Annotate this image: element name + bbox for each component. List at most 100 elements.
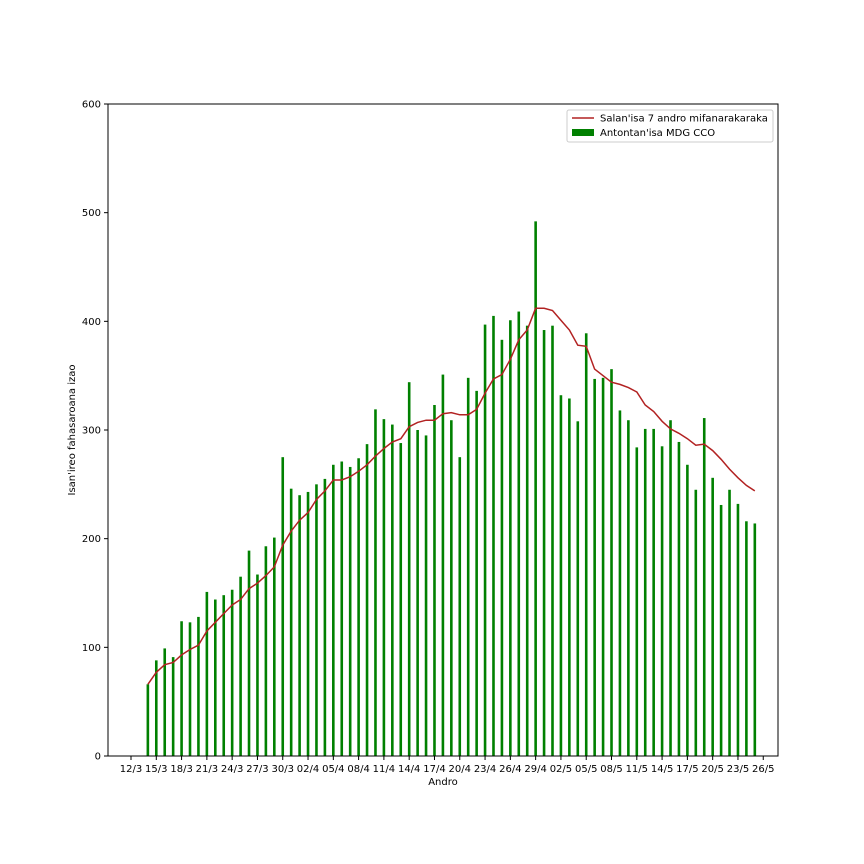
- x-tick-label: 12/3: [120, 764, 142, 775]
- bar: [753, 523, 757, 756]
- bar: [509, 320, 512, 756]
- bar: [694, 489, 698, 756]
- x-tick-label: 14/4: [398, 764, 420, 775]
- y-tick-label: 300: [82, 426, 101, 437]
- bar: [399, 443, 403, 756]
- bar: [652, 428, 655, 756]
- bar: [711, 477, 714, 756]
- bar: [197, 616, 200, 756]
- x-tick-label: 17/5: [676, 764, 698, 775]
- bar: [298, 495, 301, 756]
- y-axis: 0 100 200 300 400 500 600: [82, 100, 108, 763]
- bar: [458, 457, 462, 756]
- bar: [357, 458, 360, 756]
- bar: [517, 311, 521, 756]
- y-tick-label: 400: [82, 317, 101, 328]
- y-tick-label: 500: [82, 208, 101, 219]
- x-tick-label: 08/5: [600, 764, 622, 775]
- bar: [315, 484, 318, 756]
- bar: [222, 595, 226, 756]
- bar: [247, 550, 251, 756]
- x-tick-label: 24/3: [221, 764, 243, 775]
- y-axis-label: Isan'ireo fahasaroana izao: [67, 364, 78, 495]
- bar: [154, 660, 158, 756]
- bar: [551, 325, 554, 756]
- bar: [500, 339, 504, 756]
- x-tick-label: 26/4: [499, 764, 521, 775]
- bar: [643, 428, 647, 756]
- bar: [677, 441, 681, 756]
- bar: [180, 621, 183, 756]
- bar: [441, 374, 445, 756]
- bar: [534, 221, 537, 757]
- x-axis-label: Andro: [428, 777, 458, 788]
- x-tick-label: 11/4: [373, 764, 395, 775]
- bar: [340, 461, 344, 756]
- bar: [466, 377, 470, 756]
- x-tick-label: 18/3: [170, 764, 192, 775]
- y-tick-label: 100: [82, 643, 101, 654]
- bar: [660, 446, 664, 756]
- bar: [374, 409, 377, 756]
- legend-bar-swatch: [572, 129, 594, 136]
- bar: [230, 589, 234, 756]
- bar: [627, 420, 630, 756]
- bar: [736, 503, 740, 756]
- bar: [416, 430, 419, 756]
- x-tick-label: 02/5: [550, 764, 572, 775]
- bar: [568, 398, 571, 756]
- y-tick-label: 0: [95, 752, 101, 763]
- y-tick-label: 200: [82, 534, 101, 545]
- x-tick-label: 02/4: [297, 764, 319, 775]
- x-tick-label: 17/4: [423, 764, 445, 775]
- bar: [669, 420, 672, 756]
- bar: [610, 369, 613, 756]
- bar: [686, 464, 689, 756]
- y-tick-label: 600: [82, 100, 101, 111]
- bar: [593, 378, 596, 756]
- x-tick-label: 14/5: [651, 764, 673, 775]
- x-tick-label: 29/4: [524, 764, 546, 775]
- bar: [702, 418, 706, 756]
- bar: [171, 657, 175, 756]
- bar: [365, 444, 369, 756]
- bar: [719, 504, 723, 756]
- bar: [239, 576, 242, 756]
- bar: [188, 622, 192, 756]
- bar: [348, 466, 352, 756]
- bar: [289, 488, 293, 756]
- bar: [542, 330, 546, 756]
- x-tick-label: 23/5: [727, 764, 749, 775]
- x-tick-label: 05/5: [575, 764, 597, 775]
- bar: [264, 546, 268, 756]
- plot-frame: [107, 103, 779, 757]
- bar: [492, 315, 495, 756]
- bar: [306, 491, 310, 756]
- x-tick-label: 08/4: [347, 764, 369, 775]
- x-tick-label: 26/5: [752, 764, 774, 775]
- bar: [273, 537, 276, 756]
- x-tick-label: 11/5: [626, 764, 648, 775]
- bar: [332, 464, 335, 756]
- x-tick-label: 30/3: [272, 764, 294, 775]
- bar: [424, 435, 428, 756]
- bar: [745, 521, 748, 756]
- x-tick-label: 20/5: [701, 764, 723, 775]
- bar: [205, 591, 209, 756]
- bar: [256, 574, 259, 756]
- bar-series: [146, 221, 757, 757]
- x-tick-label: 27/3: [246, 764, 268, 775]
- bar: [618, 410, 622, 756]
- legend-label-line: Salan'isa 7 andro mifanarakaraka: [600, 114, 768, 125]
- bar: [584, 333, 588, 756]
- bar: [391, 424, 394, 756]
- x-axis: 12/3 15/3 18/3 21/3 24/3 27/3 30/3 02/4 05/4 08/4…: [120, 756, 774, 775]
- legend: Salan'isa 7 andro mifanarakaraka Antonta…: [566, 109, 774, 143]
- bar: [163, 648, 167, 756]
- bar: [450, 420, 453, 756]
- bar: [323, 478, 327, 756]
- bar: [214, 599, 217, 756]
- x-tick-label: 23/4: [474, 764, 496, 775]
- bar: [382, 419, 386, 756]
- bar: [483, 324, 487, 756]
